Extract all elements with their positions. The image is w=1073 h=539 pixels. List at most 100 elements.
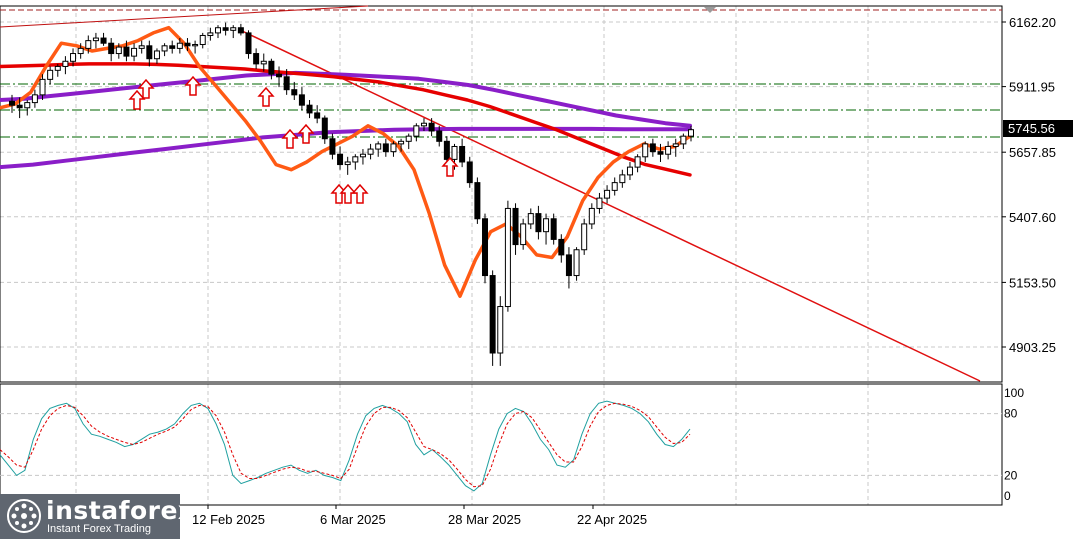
candle (459, 138, 466, 168)
candle (619, 169, 626, 188)
candle (222, 22, 229, 36)
candle (214, 25, 221, 39)
time-tick-label: 28 Mar 2025 (448, 512, 521, 527)
candle (31, 89, 38, 108)
trendlines (0, 5, 981, 382)
candle (367, 143, 374, 160)
candle (375, 141, 382, 157)
candle (245, 30, 252, 59)
candle (558, 234, 565, 263)
oscillator-axis: 100 80 20 0 (1004, 386, 1024, 503)
candle (100, 32, 107, 46)
candle (573, 247, 580, 281)
candle (359, 149, 366, 165)
candle (184, 38, 191, 51)
candle (565, 247, 572, 289)
fast-moving-average (0, 25, 692, 298)
candle (527, 208, 534, 230)
current-price-label: 5745.56 (1008, 121, 1055, 136)
candlesticks (9, 22, 694, 366)
candle (680, 133, 687, 150)
candle (108, 38, 115, 62)
candle (131, 43, 138, 62)
candle (390, 141, 397, 157)
candle (199, 32, 206, 49)
candle (688, 125, 694, 142)
oscillator-tick-label: 100 (1004, 386, 1024, 400)
chart-grid (0, 6, 1002, 505)
oscillator-main-line (0, 400, 691, 492)
candle (39, 74, 46, 101)
candle (54, 63, 61, 77)
candle (672, 138, 679, 157)
price-axis: 6162.20 5911.95 5657.85 5407.60 5153.50 4903.… (1002, 15, 1056, 355)
candle (604, 185, 611, 204)
candle (62, 56, 69, 75)
candle (16, 97, 23, 119)
buy-signal-arrow-icon (257, 86, 275, 107)
buy-signal-arrow-icon (330, 183, 348, 204)
oscillator-signal-line (0, 402, 691, 488)
candle (543, 213, 550, 245)
candle (489, 270, 496, 366)
candle (169, 40, 176, 54)
candle (497, 296, 504, 366)
candle (77, 43, 84, 59)
candle (268, 58, 275, 80)
candle (115, 43, 122, 59)
candle (626, 161, 633, 181)
logo-mark-icon (7, 499, 41, 533)
candle (230, 25, 237, 39)
candle (405, 133, 412, 150)
price-tick-label: 6162.20 (1009, 15, 1056, 30)
buy-signal-arrow-icon (281, 128, 299, 149)
candle (176, 38, 183, 54)
candle (24, 100, 31, 116)
medium-moving-average (0, 62, 692, 177)
candle (344, 156, 351, 175)
candle (581, 218, 588, 255)
signal-arrows (128, 75, 459, 204)
candle (207, 27, 214, 41)
oscillator-panel-border (0, 383, 1003, 506)
stochastic-oscillator (0, 400, 1002, 492)
candle (428, 118, 435, 137)
candle (352, 154, 359, 170)
descending-trendline (239, 29, 981, 382)
buy-signal-arrow-icon (137, 78, 155, 99)
candle (253, 48, 260, 70)
candle (642, 141, 649, 162)
candle (482, 213, 489, 284)
candle (550, 213, 557, 245)
price-tick-label: 5153.50 (1009, 275, 1056, 290)
slow-moving-average (0, 70, 692, 128)
candle (420, 118, 427, 131)
buy-signal-arrow-icon (128, 89, 146, 110)
candle (237, 23, 244, 36)
candle (413, 123, 420, 142)
oscillator-tick-label: 0 (1004, 489, 1011, 503)
candle (398, 138, 405, 152)
logo-wordmark: instaforex (46, 496, 195, 525)
buy-signal-arrow-icon (297, 123, 315, 144)
candle (314, 105, 321, 124)
candle (466, 156, 473, 188)
horizontal-levels (0, 9, 1002, 138)
slow-moving-average-lower (0, 126, 692, 170)
candle (520, 218, 527, 250)
candle (47, 66, 54, 85)
time-tick-label: 6 Mar 2025 (320, 512, 386, 527)
time-tick-label: 22 Apr 2025 (577, 512, 647, 527)
candle (443, 136, 450, 165)
brand-logo: instaforex Instant Forex Trading (0, 494, 194, 539)
candle (306, 100, 313, 119)
candle (535, 205, 542, 240)
time-tick-label: 12 Feb 2025 (192, 512, 265, 527)
candle (337, 146, 344, 170)
price-panel-border (0, 5, 1003, 383)
candle (92, 32, 99, 49)
candle (123, 40, 130, 62)
buy-signal-arrow-icon (441, 156, 459, 177)
buy-signal-arrow-icon (184, 75, 202, 96)
